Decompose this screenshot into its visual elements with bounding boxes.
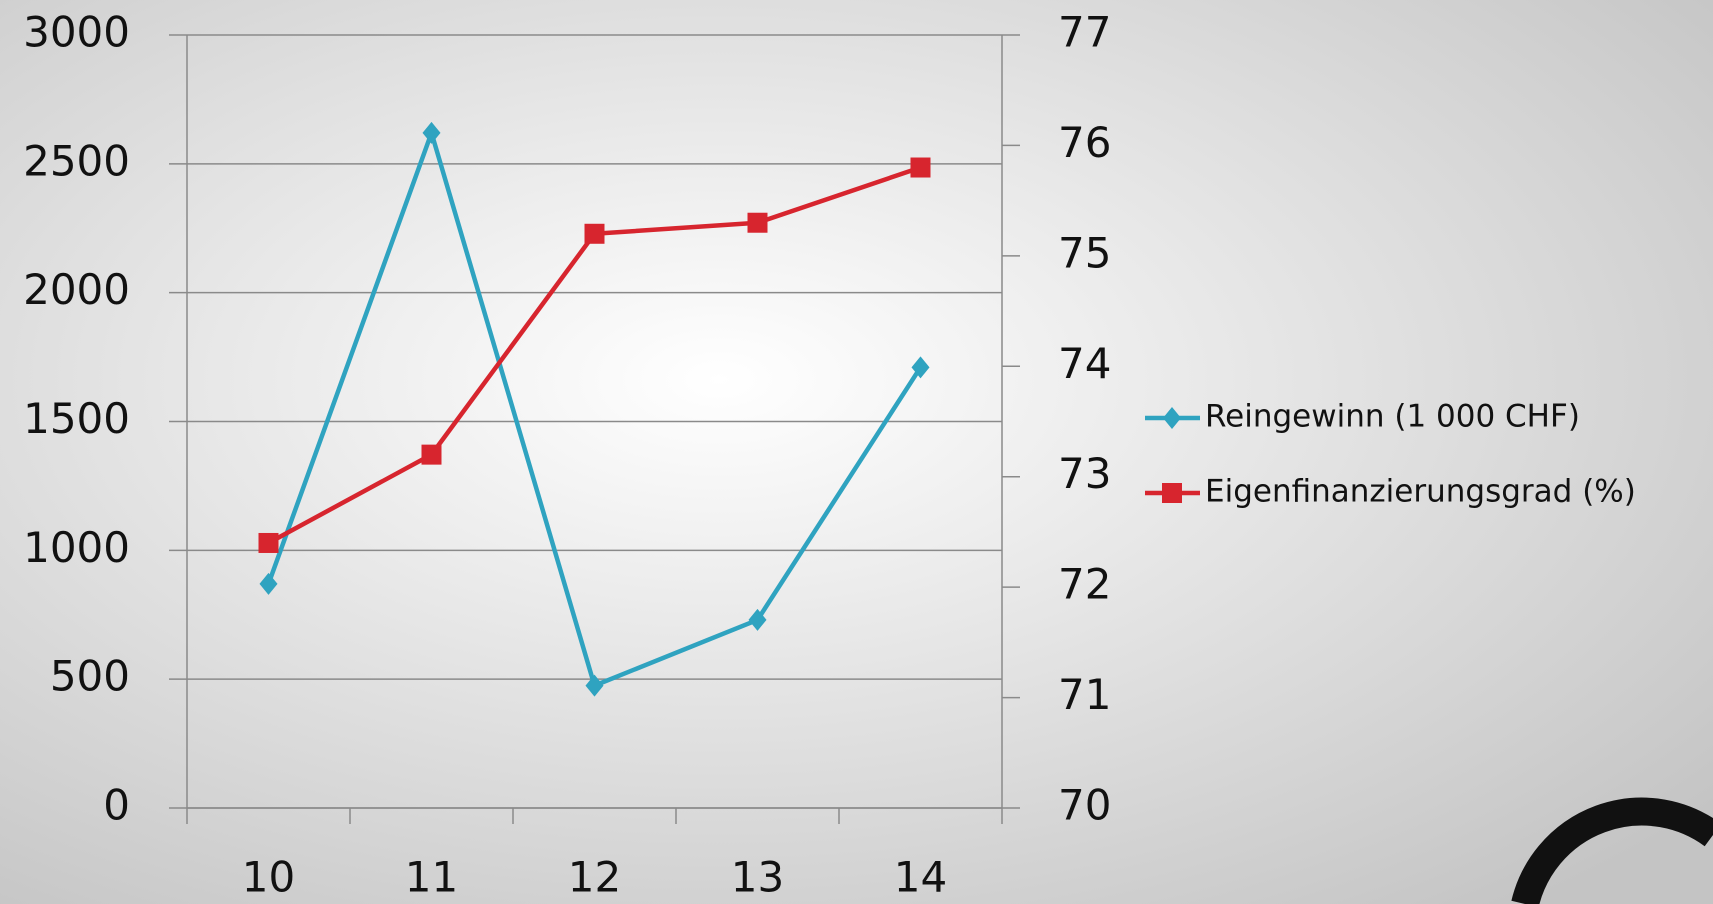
y2-tick-label: 75 (1058, 228, 1111, 277)
y-tick-label: 2500 (23, 136, 130, 185)
y-tick-label: 1500 (23, 394, 130, 443)
data-point (421, 444, 442, 465)
data-point (259, 572, 278, 595)
x-tick-label: 12 (568, 853, 621, 902)
data-point (258, 532, 279, 553)
x-tick-label: 10 (242, 853, 295, 902)
data-point (584, 223, 605, 244)
legend-marker (1163, 407, 1181, 429)
data-point (585, 674, 604, 697)
y-tick-label: 1000 (23, 523, 130, 572)
data-point (911, 356, 930, 379)
decoration-ring (1511, 797, 1713, 904)
data-point (748, 608, 767, 631)
x-tick-label: 14 (894, 853, 947, 902)
y2-tick-label: 71 (1058, 670, 1111, 719)
legend-marker (1162, 483, 1182, 503)
legend-label: Reingewinn (1 000 CHF) (1205, 399, 1580, 435)
y-tick-label: 2000 (23, 265, 130, 314)
y2-tick-label: 74 (1058, 339, 1111, 388)
y2-tick-label: 70 (1058, 781, 1111, 830)
data-point (747, 212, 768, 233)
y-tick-label: 500 (50, 652, 130, 701)
data-point (422, 121, 441, 144)
y2-tick-label: 76 (1058, 118, 1111, 167)
legend-label: Eigenfinanzierungsgrad (%) (1205, 474, 1636, 510)
x-tick-label: 11 (405, 853, 458, 902)
y2-tick-label: 73 (1058, 449, 1111, 498)
y2-tick-label: 72 (1058, 560, 1111, 609)
y-tick-label: 0 (103, 781, 130, 830)
y-tick-label: 3000 (23, 8, 130, 57)
y2-tick-label: 77 (1058, 8, 1111, 57)
data-point (910, 157, 931, 178)
x-tick-label: 13 (731, 853, 784, 902)
